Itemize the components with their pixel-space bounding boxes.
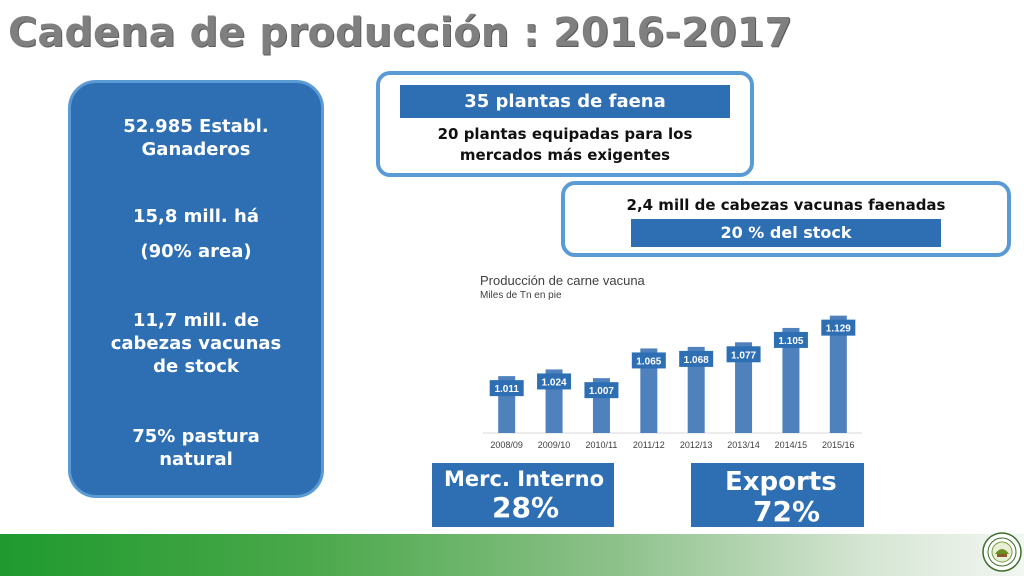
- data-label-bg: [821, 319, 856, 336]
- data-label: 1.068: [684, 355, 709, 366]
- data-label: 1.105: [778, 336, 803, 347]
- heads-line: 2,4 mill de cabezas vacunas faenadas: [626, 196, 946, 214]
- exports-box: Exports 72%: [691, 463, 864, 528]
- exports-label: Exports: [725, 467, 837, 497]
- data-label: 1.007: [589, 386, 614, 397]
- plants-box: 35 plantas de faena 20 plantas equipadas…: [376, 71, 754, 177]
- data-label: 1.065: [636, 356, 661, 367]
- data-label: 1.024: [542, 377, 567, 388]
- plants-line-1: 20 plantas equipadas para los: [437, 125, 693, 143]
- pasture-value: 75% pastura: [132, 426, 260, 447]
- page-title: Cadena de producción : 2016-2017: [8, 10, 793, 56]
- bar-2014/15: [782, 327, 800, 433]
- heads-box: 2,4 mill de cabezas vacunas faenadas 20 …: [561, 181, 1011, 257]
- footer-band: [0, 534, 1024, 576]
- exports-value: 72%: [753, 495, 821, 528]
- data-label-bg: [679, 350, 714, 367]
- x-tick-label: 2014/15: [775, 440, 808, 450]
- chart-subtitle: Miles de Tn en pie: [480, 290, 562, 301]
- x-tick-label: 2009/10: [538, 440, 571, 450]
- x-tick-label: 2008/09: [490, 440, 523, 450]
- stock-value: 11,7 mill. de: [132, 310, 260, 331]
- stock-label-1: cabezas vacunas: [110, 333, 282, 354]
- data-label-bg: [631, 352, 666, 369]
- bar-2013/14: [735, 342, 753, 433]
- bar-2012/13: [687, 346, 705, 433]
- internal-market-box: Merc. Interno 28%: [432, 463, 614, 527]
- bar-2015/16: [829, 315, 847, 433]
- data-label-bg: [773, 331, 808, 348]
- data-label: 1.077: [731, 350, 756, 361]
- area-share: (90% area): [140, 241, 252, 262]
- pasture-label: natural: [159, 449, 233, 470]
- stock-share-badge: 20 % del stock: [631, 219, 941, 247]
- data-label: 1.011: [494, 384, 519, 395]
- chart-title: Producción de carne vacuna: [480, 273, 645, 288]
- internal-market-value: 28%: [492, 491, 560, 524]
- x-tick-label: 2013/14: [727, 440, 760, 450]
- data-label-bg: [726, 346, 761, 363]
- hectares-value: 15,8 mill. há: [132, 206, 259, 227]
- data-label-bg: [489, 380, 524, 397]
- x-tick-label: 2011/12: [633, 440, 665, 450]
- plants-line-2: mercados más exigentes: [459, 146, 671, 164]
- internal-market-label: Merc. Interno: [444, 467, 605, 491]
- establishments-label: Ganaderos: [141, 139, 251, 160]
- x-tick-label: 2010/11: [586, 440, 618, 450]
- data-label: 1.129: [826, 324, 851, 335]
- bar-2011/12: [640, 348, 658, 433]
- data-label-bg: [537, 373, 572, 390]
- association-seal-icon: [982, 532, 1022, 572]
- plants-header: 35 plantas de faena: [400, 85, 730, 118]
- stock-label-2: de stock: [153, 356, 239, 377]
- producers-panel: 52.985 Establ. Ganaderos 15,8 mill. há (…: [68, 80, 324, 498]
- data-label-bg: [584, 382, 619, 399]
- establishments-count: 52.985 Establ.: [123, 116, 269, 137]
- x-tick-label: 2015/16: [822, 440, 855, 450]
- x-tick-label: 2012/13: [680, 440, 713, 450]
